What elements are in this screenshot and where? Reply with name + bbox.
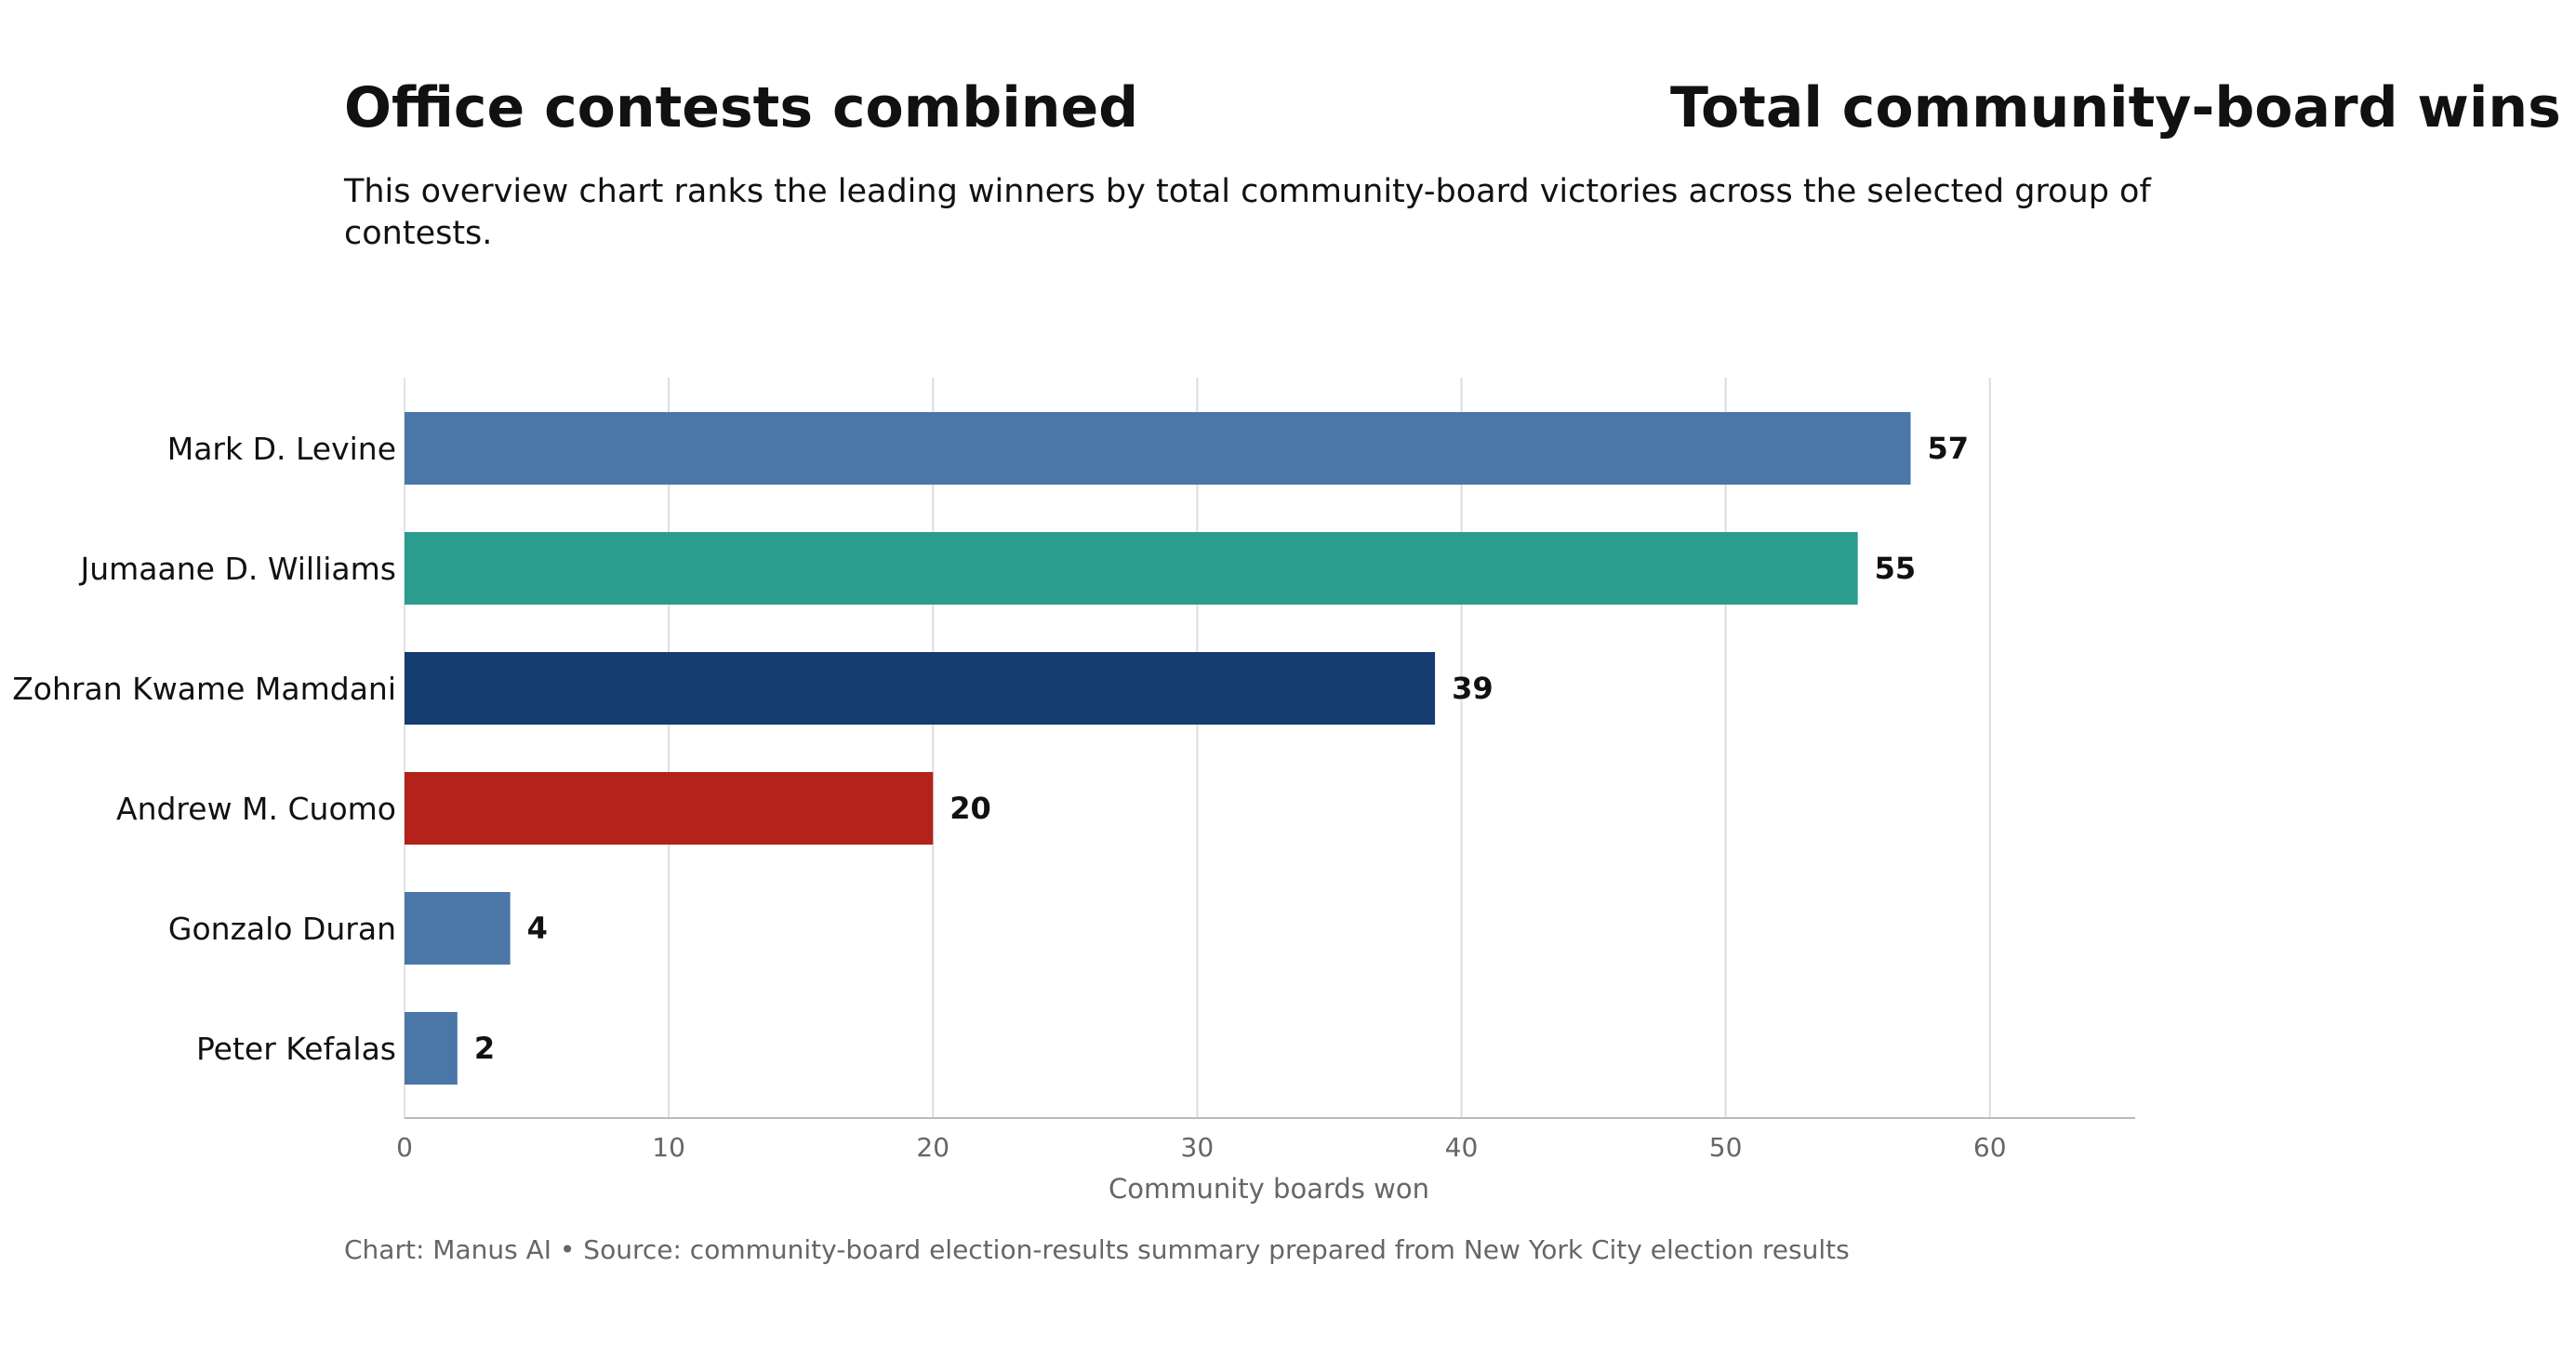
bar [405, 772, 934, 845]
bar [405, 892, 511, 965]
x-tick-label: 60 [1973, 1132, 2007, 1163]
x-tick-label: 10 [652, 1132, 685, 1163]
x-tick-label: 0 [396, 1132, 413, 1163]
x-tick-label: 30 [1181, 1132, 1215, 1163]
data-label: 2 [474, 1031, 495, 1066]
category-label: Andrew M. Cuomo [116, 791, 396, 827]
category-label: Peter Kefalas [196, 1031, 396, 1067]
category-label: Mark D. Levine [167, 431, 396, 467]
data-label: 20 [949, 791, 991, 826]
bar [405, 412, 1911, 485]
chart-subtitle: This overview chart ranks the leading wi… [344, 173, 2151, 252]
data-label: 57 [1927, 431, 1969, 466]
category-labels: Mark D. Levine Jumaane D. Williams Zohran … [12, 431, 396, 1067]
category-label: Gonzalo Duran [168, 911, 396, 947]
bars [405, 412, 1911, 1085]
bar [405, 1012, 458, 1085]
bar [405, 532, 1858, 605]
data-label: 55 [1875, 551, 1917, 586]
gridlines [404, 378, 1991, 1118]
data-label: 4 [527, 911, 548, 946]
x-axis-ticks: 0 10 20 30 40 50 60 [396, 1132, 2006, 1163]
source-note: Chart: Manus AI • Source: community-boar… [344, 1234, 1850, 1265]
data-label: 39 [1452, 671, 1494, 706]
x-tick-label: 20 [916, 1132, 949, 1163]
chart-title: Total community-board wins [1670, 75, 2561, 140]
value-labels: 57 55 39 20 4 2 [474, 431, 1969, 1066]
x-axis-title: Community boards won [1109, 1173, 1429, 1205]
bar [405, 652, 1436, 725]
category-label: Jumaane D. Williams [79, 551, 396, 587]
category-label: Zohran Kwame Mamdani [12, 671, 396, 707]
chart-section-title: Office contests combined [344, 75, 1139, 140]
x-tick-label: 40 [1445, 1132, 1479, 1163]
x-tick-label: 50 [1709, 1132, 1743, 1163]
